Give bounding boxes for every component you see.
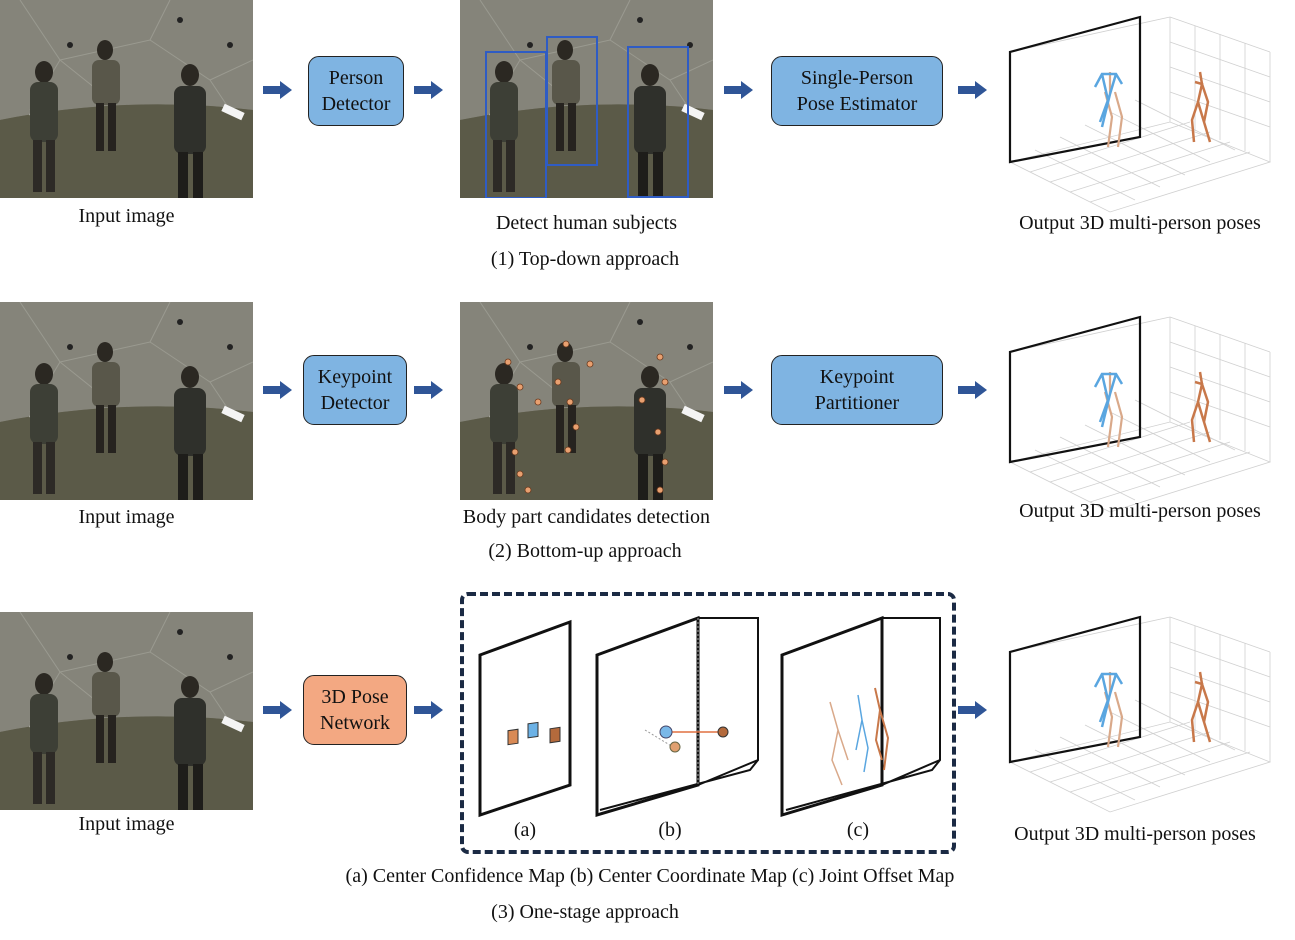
center-confidence-map bbox=[478, 619, 572, 818]
output-3d-plot-row2 bbox=[990, 312, 1280, 527]
input-image-caption: Input image bbox=[78, 813, 175, 835]
bbox-person-3 bbox=[627, 46, 689, 198]
map-label-c: (c) bbox=[846, 819, 870, 841]
output-caption: Output 3D multi-person poses bbox=[1019, 500, 1261, 522]
input-image-row3 bbox=[0, 612, 253, 810]
keypoint-image bbox=[460, 302, 713, 500]
center-coordinate-map bbox=[595, 615, 759, 818]
flow-arrow-icon bbox=[263, 80, 293, 100]
flow-arrow-icon bbox=[958, 80, 988, 100]
input-image-row2 bbox=[0, 302, 253, 500]
detect-caption: Detect human subjects bbox=[495, 212, 678, 234]
flow-arrow-icon bbox=[263, 380, 293, 400]
output-maps-group bbox=[460, 592, 956, 854]
body-part-caption: Body part candidates detection bbox=[462, 506, 711, 528]
approach-caption-3: (3) One-stage approach bbox=[491, 901, 679, 923]
flow-arrow-icon bbox=[724, 380, 754, 400]
output-3d-plot-row1 bbox=[990, 12, 1280, 227]
bbox-person-2 bbox=[546, 36, 598, 166]
pose-network-box: 3D Pose Network bbox=[303, 675, 407, 745]
joint-offset-map bbox=[780, 615, 941, 818]
output-maps-figure bbox=[478, 615, 941, 818]
pose-estimator-box: Single-Person Pose Estimator bbox=[771, 56, 943, 126]
maps-caption: (a) Center Confidence Map (b) Center Coo… bbox=[345, 865, 955, 887]
flow-arrow-icon bbox=[958, 380, 988, 400]
person-detector-box: Person Detector bbox=[308, 56, 404, 126]
detection-image bbox=[460, 0, 713, 198]
flow-arrow-icon bbox=[724, 80, 754, 100]
keypoint-partitioner-box: Keypoint Partitioner bbox=[771, 355, 943, 425]
approach-caption-2: (2) Bottom-up approach bbox=[488, 540, 682, 562]
approach-caption-1: (1) Top-down approach bbox=[490, 248, 680, 270]
output-caption: Output 3D multi-person poses bbox=[1014, 823, 1256, 845]
flow-arrow-icon bbox=[414, 80, 444, 100]
input-image-caption: Input image bbox=[78, 205, 175, 227]
output-caption: Output 3D multi-person poses bbox=[1019, 212, 1261, 234]
map-label-a: (a) bbox=[513, 819, 537, 841]
flow-arrow-icon bbox=[414, 380, 444, 400]
input-image-caption: Input image bbox=[78, 506, 175, 528]
output-3d-plot-row3 bbox=[990, 612, 1280, 827]
map-label-b: (b) bbox=[658, 819, 682, 841]
keypoint-markers bbox=[504, 340, 669, 494]
flow-arrow-icon bbox=[958, 700, 988, 720]
keypoint-detector-box: Keypoint Detector bbox=[303, 355, 407, 425]
flow-arrow-icon bbox=[414, 700, 444, 720]
input-image-row1 bbox=[0, 0, 253, 198]
flow-arrow-icon bbox=[263, 700, 293, 720]
